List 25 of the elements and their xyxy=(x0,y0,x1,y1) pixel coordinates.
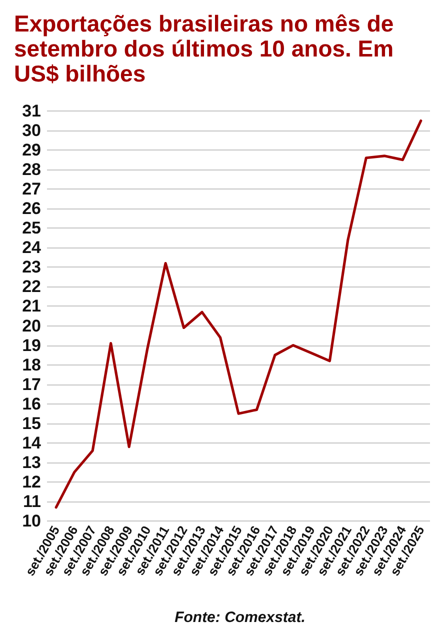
y-tick-label: 24 xyxy=(22,238,42,258)
y-tick-label: 12 xyxy=(22,472,41,492)
y-tick-label: 14 xyxy=(22,433,42,452)
y-tick-label: 23 xyxy=(22,258,41,277)
source-note: Fonte: Comexstat. xyxy=(174,609,306,626)
y-tick-label: 16 xyxy=(22,394,41,414)
y-tick-label: 10 xyxy=(22,512,41,530)
y-tick-label: 31 xyxy=(22,102,41,120)
chart-title: Exportações brasileiras no mês de setembro dos últimos 10 anos. Em US$ bilhões xyxy=(14,10,400,86)
y-tick-label: 13 xyxy=(22,452,41,472)
y-tick-label: 26 xyxy=(22,199,41,218)
y-tick-label: 27 xyxy=(22,180,41,199)
y-tick-label: 29 xyxy=(22,140,41,160)
y-tick-label: 28 xyxy=(22,160,41,180)
y-tick-label: 21 xyxy=(22,296,41,316)
y-tick-label: 22 xyxy=(22,277,41,296)
y-tick-label: 20 xyxy=(22,316,41,336)
y-tick-label: 17 xyxy=(22,374,41,394)
y-tick-label: 19 xyxy=(22,336,41,355)
y-tick-label: 25 xyxy=(22,218,41,238)
line-series xyxy=(54,119,422,509)
y-tick-label: 18 xyxy=(22,355,41,374)
y-tick-label: 11 xyxy=(23,492,41,511)
y-tick-label: 15 xyxy=(22,414,41,433)
y-tick-label: 30 xyxy=(22,121,41,140)
